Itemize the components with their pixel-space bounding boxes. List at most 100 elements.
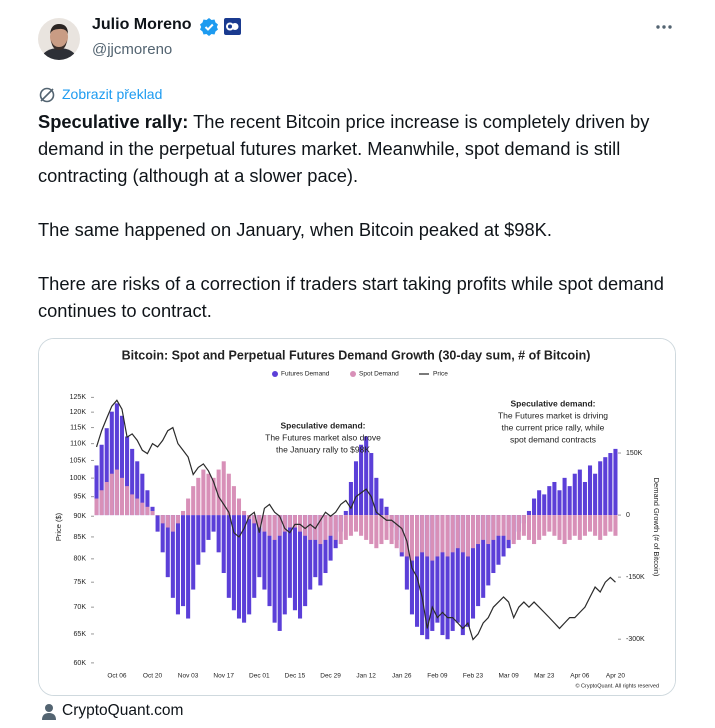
bar (318, 515, 323, 586)
legend-label: Price (433, 371, 448, 378)
bar (501, 515, 506, 536)
bar (557, 490, 562, 516)
bar (206, 515, 211, 540)
bar (343, 510, 348, 516)
more-button[interactable] (654, 17, 674, 37)
lead-bold: Speculative rally: (38, 111, 189, 132)
handle[interactable]: @jjcmoreno (92, 41, 173, 58)
bar (409, 515, 414, 615)
bar (287, 515, 292, 598)
translate-link[interactable]: Zobrazit překlad (62, 86, 163, 102)
bar (359, 444, 364, 516)
bar (399, 515, 404, 553)
bar (516, 515, 521, 540)
bar (486, 515, 491, 586)
y-tick-label: 90K (74, 513, 87, 520)
lead-text: The recent Bitcoin price increase is com… (38, 111, 650, 186)
bar (236, 515, 242, 619)
bar (170, 515, 175, 532)
bar (470, 515, 476, 619)
bar (435, 515, 440, 623)
bar (221, 461, 226, 516)
bar (318, 515, 323, 545)
bar (593, 515, 598, 536)
bar (547, 515, 552, 532)
bar (140, 502, 145, 516)
x-tick-label: Mar 09 (499, 673, 520, 680)
y-tick-label: 120K (70, 409, 87, 416)
media[interactable]: Bitcoin: Spot and Perpetual Futures Dema… (38, 338, 676, 696)
bar (114, 469, 119, 516)
bar (445, 515, 450, 557)
bar (511, 515, 516, 545)
bar (160, 515, 165, 553)
bar (201, 469, 206, 516)
bar (292, 515, 297, 611)
bar (506, 515, 511, 540)
bar (374, 477, 379, 516)
bar (430, 515, 435, 631)
bar (364, 436, 369, 516)
bar (608, 453, 613, 516)
bar (404, 515, 409, 557)
bar (486, 515, 491, 545)
bar (445, 515, 450, 640)
y-tick-label: 115K (70, 424, 86, 431)
badges (200, 18, 241, 36)
bar (135, 461, 140, 516)
annotation-line: spot demand contracts (510, 434, 596, 444)
bar (191, 486, 196, 516)
bar (415, 515, 420, 557)
bar (211, 477, 216, 516)
bar (353, 461, 359, 516)
bar (180, 515, 186, 607)
bar (104, 428, 109, 516)
author-name[interactable]: Julio Moreno (92, 16, 192, 33)
y2-tick-label: -150K (626, 574, 645, 581)
x-tick-label: Apr 06 (570, 673, 590, 680)
bar (572, 515, 577, 536)
bar (465, 515, 470, 557)
bar (252, 515, 257, 524)
bar (104, 481, 109, 516)
chart-title: Bitcoin: Spot and Perpetual Futures Dema… (122, 348, 591, 362)
bar (384, 506, 389, 516)
bar (353, 515, 359, 532)
bar (328, 515, 333, 536)
bar (221, 515, 226, 574)
bar (298, 515, 303, 532)
paragraph: The same happened on January, when Bitco… (38, 219, 552, 240)
avatar[interactable] (38, 18, 80, 60)
bar (343, 515, 348, 540)
person-icon (42, 704, 56, 720)
y2-axis-title: Demand Growth (# of Bitcoin) (652, 478, 661, 577)
bar (226, 473, 231, 516)
bar (226, 515, 231, 598)
y-axis-title: Price ($) (54, 512, 63, 541)
bar (216, 515, 221, 553)
bar (374, 515, 379, 549)
y-tick-label: 80K (74, 556, 87, 563)
bar (593, 473, 598, 516)
source-link[interactable]: CryptoQuant.com (62, 702, 184, 719)
bar (582, 515, 587, 536)
x-tick-label: Dec 15 (285, 673, 306, 680)
x-tick-label: Oct 20 (143, 673, 163, 680)
bar (420, 515, 425, 553)
bar (109, 411, 114, 516)
bar (186, 498, 191, 516)
bar (440, 515, 445, 636)
bar (308, 515, 313, 540)
bar (496, 515, 501, 536)
legend-marker (350, 371, 356, 377)
bar (180, 510, 186, 516)
bar (450, 515, 455, 553)
bar (282, 515, 287, 532)
bar (196, 477, 201, 516)
bar (379, 498, 384, 516)
bar (613, 515, 618, 536)
bar (608, 515, 613, 532)
bar (155, 515, 160, 516)
y-tick-label: 70K (74, 604, 87, 611)
bar (435, 515, 440, 557)
